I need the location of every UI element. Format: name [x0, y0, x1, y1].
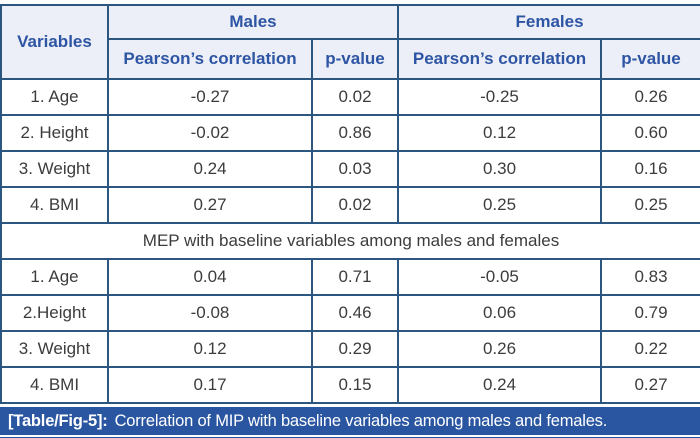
- females-pvalue: 0.79: [599, 294, 700, 332]
- sub-header-row: Pearson’s correlation p-value Pearson’s …: [1, 38, 700, 80]
- males-pvalue: 0.03: [311, 150, 399, 188]
- males-pvalue: 0.46: [311, 294, 399, 332]
- row-label: 3. Weight: [0, 330, 109, 368]
- group-header-row: Variables Males Females: [0, 4, 700, 80]
- females-group-header: Females: [396, 4, 700, 40]
- table-row: 1. Age -0.27 0.02 -0.25 0.26: [0, 78, 700, 116]
- females-pvalue: 0.22: [599, 330, 700, 368]
- males-pearson-value: -0.08: [107, 294, 313, 332]
- table-row: 2.Height -0.08 0.46 0.06 0.79: [0, 294, 700, 332]
- figure-caption-tag: [Table/Fig-5]:: [8, 411, 108, 430]
- males-pearson-value: -0.02: [107, 114, 313, 152]
- females-pearson-value: 0.25: [397, 186, 602, 224]
- females-pearson-header: Pearson’s correlation: [397, 38, 602, 80]
- females-pvalue: 0.25: [599, 186, 700, 224]
- row-label: 2.Height: [0, 294, 109, 332]
- females-pearson-value: 0.24: [397, 366, 602, 404]
- figure-caption: [Table/Fig-5]: Correlation of MIP with b…: [0, 407, 700, 435]
- males-pearson-value: 0.24: [107, 150, 313, 188]
- females-pvalue: 0.27: [599, 366, 700, 404]
- row-label: 1. Age: [0, 258, 109, 296]
- females-pearson-value: 0.26: [397, 330, 602, 368]
- males-pvalue-header: p-value: [311, 38, 399, 80]
- females-pvalue: 0.60: [599, 114, 700, 152]
- males-pvalue: 0.15: [311, 366, 399, 404]
- row-label: 1. Age: [0, 78, 109, 116]
- table-row: 4. BMI 0.17 0.15 0.24 0.27: [0, 366, 700, 404]
- variables-column-header: Variables: [0, 4, 109, 80]
- table-row: 3. Weight 0.24 0.03 0.30 0.16: [0, 150, 700, 188]
- table-row: 4. BMI 0.27 0.02 0.25 0.25: [0, 186, 700, 224]
- males-pvalue: 0.02: [311, 78, 399, 116]
- males-pearson-value: 0.27: [107, 186, 313, 224]
- table-row: 2. Height -0.02 0.86 0.12 0.60: [0, 114, 700, 152]
- females-pearson-value: 0.30: [397, 150, 602, 188]
- table-row: 1. Age 0.04 0.71 -0.05 0.83: [0, 258, 700, 296]
- males-pvalue: 0.29: [311, 330, 399, 368]
- males-pvalue: 0.02: [311, 186, 399, 224]
- males-pearson-value: 0.17: [107, 366, 313, 404]
- males-pearson-value: 0.12: [107, 330, 313, 368]
- section-header-row: MEP with baseline variables among males …: [0, 222, 700, 260]
- females-pearson-value: -0.05: [397, 258, 602, 296]
- males-pvalue: 0.71: [311, 258, 399, 296]
- females-pearson-value: 0.06: [397, 294, 602, 332]
- males-group-header: Males: [107, 4, 399, 40]
- females-pvalue: 0.83: [599, 258, 700, 296]
- row-label: 4. BMI: [0, 186, 109, 224]
- females-pearson-value: -0.25: [397, 78, 602, 116]
- row-label: 2. Height: [0, 114, 109, 152]
- males-pearson-header: Pearson’s correlation: [107, 38, 313, 80]
- table-row: 3. Weight 0.12 0.29 0.26 0.22: [0, 330, 700, 368]
- males-pearson-value: -0.27: [107, 78, 313, 116]
- section-header: MEP with baseline variables among males …: [0, 222, 700, 260]
- row-label: 4. BMI: [0, 366, 109, 404]
- females-pearson-value: 0.12: [397, 114, 602, 152]
- correlation-table: Variables Males Females Pearson’s correl…: [0, 4, 700, 404]
- row-label: 3. Weight: [0, 150, 109, 188]
- females-pvalue: 0.16: [599, 150, 700, 188]
- females-pvalue: 0.26: [599, 78, 700, 116]
- females-pvalue-header: p-value: [599, 38, 700, 80]
- males-pearson-value: 0.04: [107, 258, 313, 296]
- figure-caption-text: Correlation of MIP with baseline variabl…: [114, 411, 608, 430]
- males-pvalue: 0.86: [311, 114, 399, 152]
